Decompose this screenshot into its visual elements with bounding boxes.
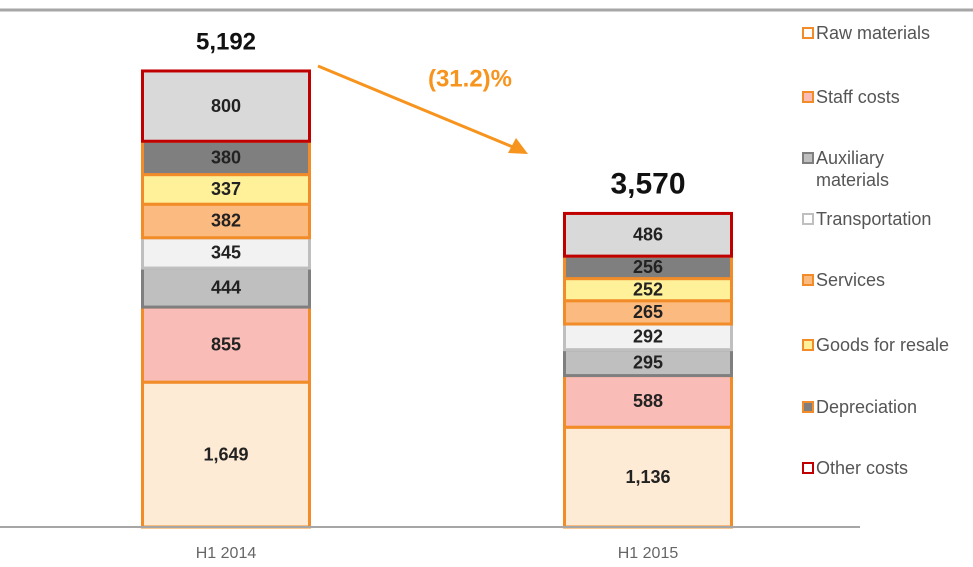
bar-segment <box>141 305 311 384</box>
data-label: 444 <box>211 277 241 297</box>
bar-segment <box>141 202 311 240</box>
legend-swatch <box>802 462 814 474</box>
x-tick-label: H1 2014 <box>196 545 257 562</box>
data-label: 295 <box>633 352 663 372</box>
total-label: 5,192 <box>196 28 256 55</box>
legend-item: Other costs <box>802 457 972 479</box>
legend-label: Staff costs <box>816 87 900 107</box>
legend-item: Auxiliary materials <box>802 147 972 191</box>
legend-swatch <box>802 274 814 286</box>
bar-segment <box>563 374 733 429</box>
legend-label: Auxiliary materials <box>816 148 890 190</box>
legend-swatch <box>802 91 814 103</box>
data-label: 1,649 <box>203 444 248 464</box>
bar-segment <box>141 69 311 143</box>
annotation: (31.2)% <box>428 65 512 92</box>
data-label: 265 <box>633 302 663 322</box>
legend-swatch <box>802 339 814 351</box>
legend-item: Goods for resale <box>802 334 972 356</box>
data-label: 345 <box>211 243 241 263</box>
data-label: 1,136 <box>625 467 670 487</box>
data-label: 382 <box>211 211 241 231</box>
arrow <box>317 64 521 152</box>
data-label: 588 <box>633 391 663 411</box>
legend-item: Staff costs <box>802 86 972 108</box>
x-tick-label: H1 2015 <box>618 545 679 562</box>
bar-segment <box>563 211 733 258</box>
data-label: 855 <box>211 334 241 354</box>
legend-item: Depreciation <box>802 396 972 418</box>
legend-item: Transportation <box>802 208 972 230</box>
legend-swatch <box>802 213 814 225</box>
total-label: 3,570 <box>610 167 685 200</box>
data-label: 800 <box>211 96 241 116</box>
legend-label: Services <box>816 270 886 290</box>
legend-item: Services <box>802 269 972 291</box>
legend-label: Raw materials <box>816 23 931 43</box>
bar-segment <box>141 236 311 270</box>
legend-swatch <box>802 27 814 39</box>
legend-label: Transportation <box>816 209 932 229</box>
data-label: 337 <box>211 179 241 199</box>
legend-item: Raw materials <box>802 22 972 44</box>
bar-segment <box>141 173 311 206</box>
arrow-head <box>508 138 528 154</box>
data-label: 380 <box>211 148 241 168</box>
legend-label: Other costs <box>816 458 909 478</box>
data-label: 252 <box>633 279 663 299</box>
bar-segment <box>563 425 733 529</box>
legend-label: Depreciation <box>816 397 918 417</box>
bar-segment <box>563 322 733 352</box>
data-label: 486 <box>633 225 663 245</box>
legend-label: Goods for resale <box>816 335 950 355</box>
legend-swatch <box>802 152 814 164</box>
data-label: 256 <box>633 257 663 277</box>
legend-swatch <box>802 401 814 413</box>
data-label: 292 <box>633 327 663 347</box>
